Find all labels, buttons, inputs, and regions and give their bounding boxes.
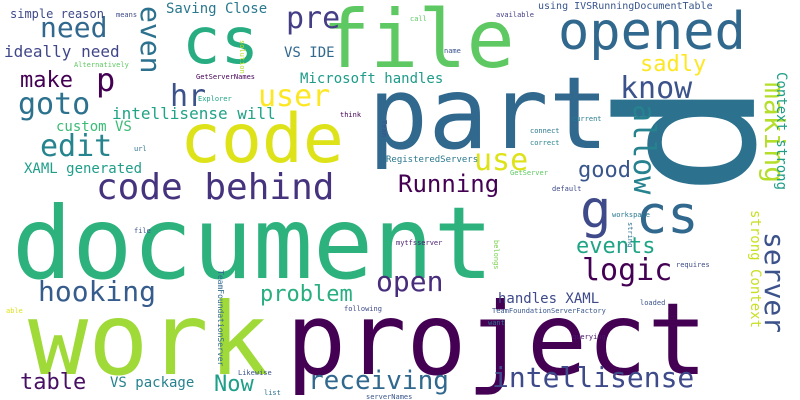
cloud-word: use — [474, 143, 529, 178]
cloud-word: VS IDE — [284, 45, 335, 61]
cloud-word: opened — [558, 2, 746, 62]
cloud-word: string — [626, 222, 634, 248]
cloud-word: need — [40, 11, 108, 44]
cloud-word: simple reason — [10, 7, 104, 21]
cloud-word: Likewise — [238, 369, 272, 377]
cloud-word: p — [605, 82, 800, 197]
cloud-word: able — [6, 307, 23, 315]
cloud-word: TeamFoundationServer — [216, 270, 225, 367]
cloud-word: project — [286, 281, 708, 398]
cloud-word: serverNames — [366, 393, 413, 400]
cloud-word: strong Context — [747, 210, 763, 329]
cloud-word: name — [444, 47, 461, 55]
cloud-word: Saving Close — [166, 1, 268, 17]
cloud-word: work — [28, 281, 269, 398]
cloud-word: logic — [582, 253, 673, 288]
cloud-word: custom VS — [56, 119, 132, 135]
cloud-word: intellisense will — [112, 104, 276, 123]
cloud-word: file — [322, 0, 515, 86]
cloud-word: handles XAML — [498, 291, 600, 307]
cloud-word: GetServerNames — [196, 73, 256, 81]
cloud-word: goto — [18, 87, 91, 122]
cloud-word: Alternatively — [74, 61, 129, 69]
cloud-word: call — [410, 15, 427, 23]
cloud-word: XAML generated — [24, 161, 143, 177]
cloud-word: server — [758, 232, 791, 334]
cloud-word: g — [580, 180, 612, 240]
cloud-word: following — [344, 305, 382, 313]
cloud-word: Team — [380, 120, 388, 137]
cloud-word: user — [258, 79, 331, 114]
cloud-word: hooking — [38, 275, 157, 308]
cloud-word: Explorer — [198, 95, 232, 103]
cloud-word: loaded — [640, 299, 666, 307]
cloud-word: available — [496, 11, 534, 19]
cloud-word: GetServer — [510, 169, 548, 177]
cloud-word: requires — [676, 261, 710, 269]
cloud-word: cs — [182, 5, 260, 79]
cloud-word: p — [96, 61, 116, 99]
cloud-word: make — [20, 68, 73, 93]
cloud-word: sadly — [640, 52, 707, 77]
cloud-word: want — [488, 319, 505, 327]
cloud-word: allow — [626, 104, 661, 195]
cloud-word: default — [552, 185, 582, 193]
cloud-word: solution — [238, 40, 246, 74]
cloud-word: belongs — [492, 240, 500, 270]
cloud-word: url — [134, 145, 147, 153]
cloud-word: VS package — [110, 375, 195, 391]
cloud-word: events — [576, 234, 656, 259]
cloud-word: table — [20, 370, 87, 395]
cloud-word: part — [368, 55, 609, 172]
cloud-word: think — [340, 111, 362, 119]
cloud-word: receiving — [308, 366, 449, 396]
cloud-word: know — [620, 71, 693, 106]
cloud-word: TeamFoundationServerFactory — [492, 307, 606, 315]
cloud-word: means — [116, 11, 138, 19]
cloud-word: file — [134, 227, 151, 235]
cloud-word: ideally need — [4, 42, 120, 61]
cloud-word: mytfsserver — [396, 239, 443, 247]
cloud-word: pre — [286, 1, 341, 36]
cloud-word: problem — [260, 282, 353, 307]
cloud-word: code behind — [96, 167, 335, 208]
cloud-word: even — [134, 6, 167, 74]
cloud-word: making — [758, 82, 791, 184]
cloud-word: intellisense — [492, 361, 695, 394]
cloud-word: good — [578, 158, 631, 183]
cloud-word: current — [572, 115, 602, 123]
cloud-word: Running — [398, 170, 500, 198]
cloud-word: cs — [636, 186, 699, 246]
cloud-word: RegisteredServers — [386, 155, 479, 165]
cloud-word: Microsoft handles — [300, 71, 444, 87]
cloud-word: connect — [530, 127, 560, 135]
cloud-word: code — [180, 100, 344, 179]
cloud-word: hr — [170, 79, 207, 114]
cloud-word: document — [12, 185, 494, 302]
cloud-word: using IVSRunningDocumentTable — [538, 1, 713, 12]
cloud-word: querying — [572, 333, 606, 341]
cloud-word: Context strong — [773, 72, 789, 191]
cloud-word: Now — [214, 372, 254, 397]
cloud-word: edit — [40, 129, 113, 164]
cloud-word: open — [376, 265, 444, 298]
cloud-word: correct — [530, 139, 560, 147]
cloud-word: list — [264, 389, 281, 397]
cloud-word: workspace — [612, 211, 650, 219]
